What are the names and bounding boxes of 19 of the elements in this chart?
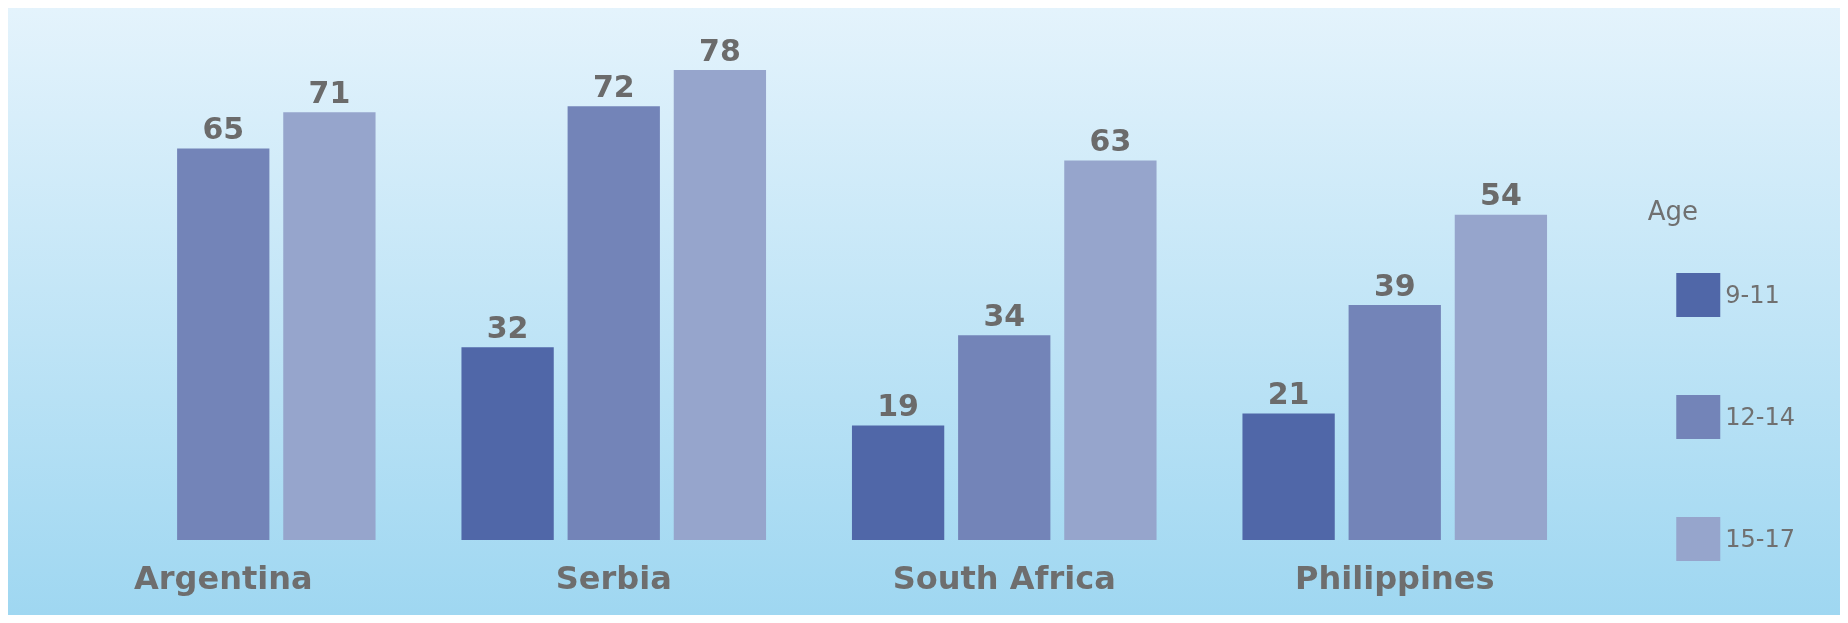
x-tick-label: South Africa	[892, 559, 1116, 597]
data-label: 21	[1267, 375, 1310, 411]
x-tick-label: Argentina	[133, 559, 313, 597]
legend-label: 12-14	[1725, 403, 1796, 431]
data-label: 65	[202, 110, 245, 146]
data-label: 72	[592, 68, 635, 104]
data-label: 19	[877, 388, 919, 424]
data-label: 71	[308, 74, 351, 110]
legend-title: Age	[1647, 196, 1699, 226]
legend-label: 9-11	[1725, 281, 1780, 309]
data-label: 63	[1089, 122, 1132, 158]
x-tick-label: Philippines	[1295, 559, 1495, 597]
data-label: 32	[486, 309, 529, 345]
x-tick-label: Serbia	[555, 559, 672, 597]
data-label: 39	[1373, 267, 1416, 303]
data-label: 78	[699, 32, 741, 68]
data-label: 34	[983, 297, 1026, 333]
legend-label: 15-17	[1725, 525, 1796, 553]
data-label: 54	[1480, 177, 1522, 213]
